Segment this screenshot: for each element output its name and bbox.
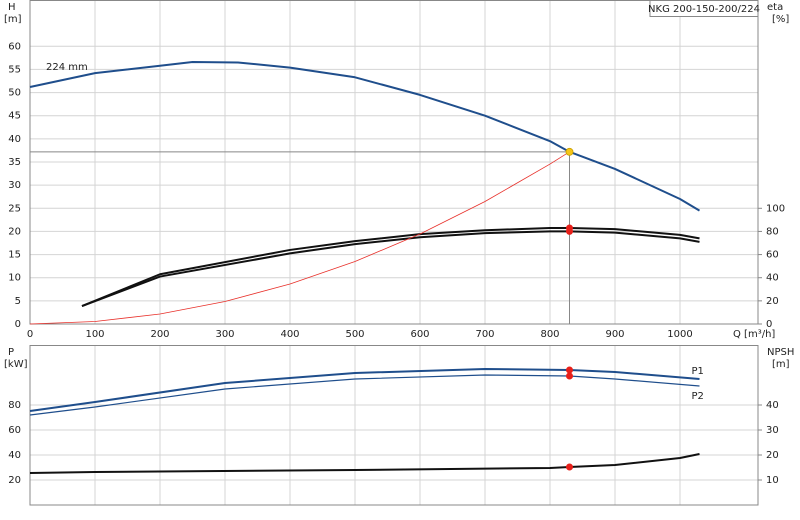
y2-axis-unit: [%] <box>772 14 789 25</box>
y2-tick-label: 60 <box>766 250 779 261</box>
y-tick-label: 20 <box>8 226 21 237</box>
x-axis-label: Q [m³/h] <box>733 329 775 340</box>
y2-axis-unit: [m] <box>772 359 790 370</box>
frame <box>29 0 759 325</box>
x-tick-label: 800 <box>540 329 559 340</box>
y-tick-label: 20 <box>8 475 21 486</box>
operating-point <box>566 463 573 471</box>
y2-tick-label: 20 <box>766 450 779 461</box>
y-tick-label: 60 <box>8 425 21 436</box>
y2-tick-label: 0 <box>766 319 772 330</box>
x-tick-label: 700 <box>475 329 494 340</box>
y-tick-label: 55 <box>8 64 21 75</box>
y2-axis-label: NPSH <box>767 347 794 358</box>
y-axis-unit: [kW] <box>4 359 28 370</box>
y-tick-label: 25 <box>8 203 21 214</box>
y2-tick-label: 30 <box>766 425 779 436</box>
y-axis-unit: [m] <box>4 14 22 25</box>
x-tick-label: 500 <box>345 329 364 340</box>
y2-tick-label: 10 <box>766 475 779 486</box>
y-axis-label: H <box>8 2 16 13</box>
y-tick-label: 15 <box>8 250 21 261</box>
curve <box>81 230 700 307</box>
plot-area <box>30 345 758 505</box>
y2-tick-label: 20 <box>766 296 779 307</box>
operating-point <box>566 372 573 380</box>
series-label: P1 <box>692 366 704 377</box>
curve <box>29 61 701 212</box>
y-tick-label: 45 <box>8 111 21 122</box>
y2-tick-label: 40 <box>766 273 779 284</box>
x-tick-label: 100 <box>85 329 104 340</box>
y-tick-label: 40 <box>8 450 21 461</box>
y-tick-label: 40 <box>8 134 21 145</box>
frame <box>29 345 759 506</box>
x-tick-label: 300 <box>215 329 234 340</box>
y-tick-label: 0 <box>15 319 21 330</box>
y-tick-label: 5 <box>15 296 21 307</box>
x-tick-label: 600 <box>410 329 429 340</box>
curve <box>29 368 700 412</box>
y-tick-label: 30 <box>8 180 21 191</box>
y2-tick-label: 100 <box>766 203 785 214</box>
y-tick-label: 80 <box>8 400 21 411</box>
operating-point <box>565 147 574 156</box>
y-tick-label: 35 <box>8 157 21 168</box>
series-label: P2 <box>692 391 704 402</box>
curve <box>29 453 700 474</box>
y2-tick-label: 80 <box>766 226 779 237</box>
x-tick-label: 900 <box>605 329 624 340</box>
y2-axis-label: eta <box>767 2 783 13</box>
curve <box>29 151 570 325</box>
y2-tick-label: 40 <box>766 400 779 411</box>
operating-point <box>566 227 573 235</box>
chart-title: NKG 200-150-200/224 <box>648 4 760 15</box>
curve <box>29 374 700 416</box>
x-tick-label: 0 <box>27 329 33 340</box>
title-box <box>649 0 759 17</box>
x-tick-label: 400 <box>280 329 299 340</box>
operating-point <box>566 366 573 374</box>
x-tick-label: 1000 <box>667 329 692 340</box>
y-tick-label: 50 <box>8 88 21 99</box>
y-tick-label: 60 <box>8 41 21 52</box>
y-tick-label: 10 <box>8 273 21 284</box>
y-axis-label: P <box>8 347 14 358</box>
curve <box>81 226 700 307</box>
x-tick-label: 200 <box>150 329 169 340</box>
series-label: 224 mm <box>46 62 88 73</box>
